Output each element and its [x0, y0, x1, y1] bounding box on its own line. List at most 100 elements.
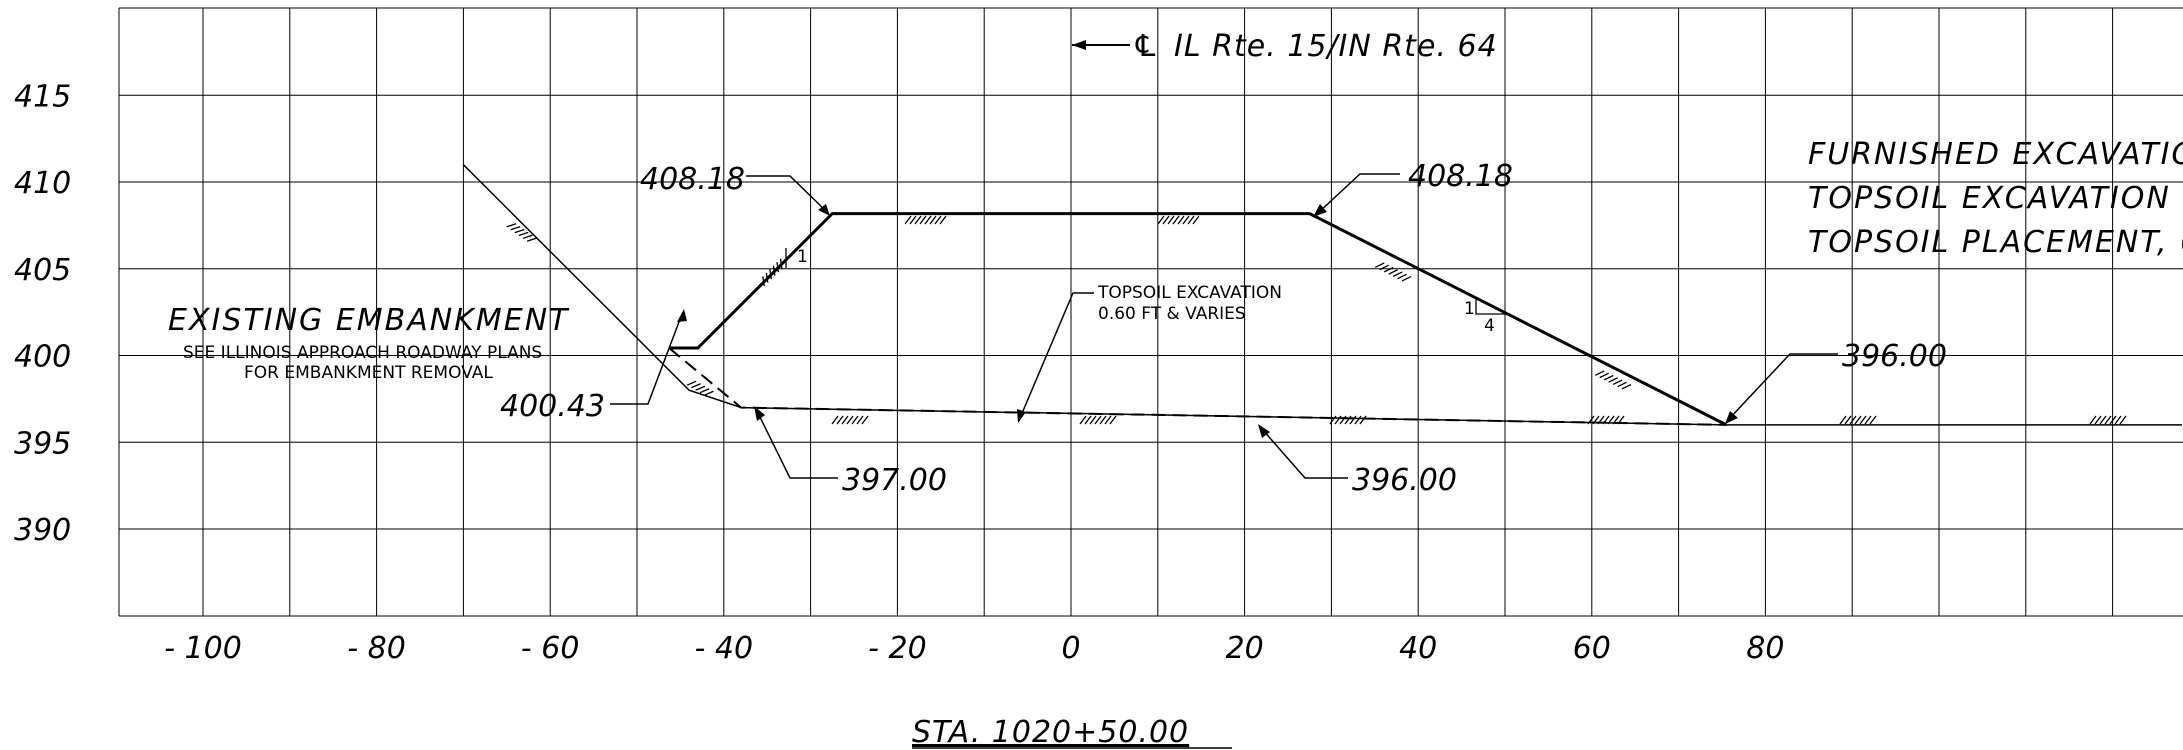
hatch-mark: [1864, 415, 1872, 425]
hatch-mark: [769, 269, 772, 280]
y-tick-label: 400: [14, 340, 71, 375]
hatch-mark: [1844, 415, 1852, 425]
x-tick-label: 0: [1061, 631, 1080, 666]
slope-left-rise: 1: [797, 247, 808, 267]
existing-embankment-note-2: FOR EMBANKMENT REMOVAL: [244, 363, 493, 383]
hatch-mark: [1597, 415, 1605, 425]
hatch-mark: [924, 215, 932, 225]
quantity-line-2: TOPSOIL EXCAVATION =: [1808, 181, 2183, 216]
existing-ground-line: [462, 164, 2182, 426]
hatch-mark: [695, 385, 706, 391]
hatch-mark: [1339, 415, 1347, 425]
topsoil-note-2: 0.60 FT & VARIES: [1098, 304, 1246, 324]
hatch-mark: [1608, 377, 1618, 383]
elev-callout-397: [754, 406, 838, 479]
elev-396-bottom: 396.00: [1352, 463, 1457, 498]
hatch-mark: [686, 380, 697, 386]
hatch-mark: [1104, 415, 1112, 425]
x-tick-label: - 100: [164, 631, 242, 666]
hatch-mark: [1392, 271, 1403, 278]
hatch-mark: [1089, 415, 1097, 425]
station-label: STA. 1020+50.00: [912, 715, 1189, 750]
hatch-mark: [914, 215, 922, 225]
hatch-mark: [1607, 415, 1615, 425]
elev-callout-top-left: [746, 175, 830, 216]
hatch-mark: [846, 415, 854, 425]
hatch-mark: [1612, 415, 1620, 425]
hatch-mark: [1349, 415, 1357, 425]
elev-top-left: 408.18: [640, 162, 745, 197]
x-tick-label: 40: [1399, 631, 1437, 666]
x-axis-labels: - 100 - 80 - 60 - 40 - 20 0 20 40 60 80: [164, 631, 1784, 666]
hatch-mark: [861, 415, 869, 425]
hatch-mark: [1109, 415, 1117, 425]
elev-callout-top-right: [1313, 173, 1400, 217]
hatch-mark: [929, 215, 937, 225]
hatch-mark: [919, 215, 927, 225]
hatch-mark: [934, 215, 942, 225]
ground-hatch-marks: [506, 215, 2127, 425]
hatch-mark: [1167, 215, 1175, 225]
quantity-line-3: TOPSOIL PLACEMENT, 6: [1808, 225, 2183, 260]
x-tick-label: 60: [1573, 631, 1611, 666]
elev-396-right: 396.00: [1842, 339, 1947, 374]
elev-toe-left: 400.43: [500, 389, 605, 424]
hatch-mark: [1344, 415, 1352, 425]
hatch-mark: [904, 215, 912, 225]
hatch-mark: [704, 390, 714, 396]
hatch-mark: [762, 276, 765, 287]
hatch-mark: [851, 415, 859, 425]
hatch-mark: [1869, 415, 1877, 425]
hatch-mark: [1617, 415, 1625, 425]
hatch-mark: [765, 272, 769, 283]
hatch-mark: [1354, 415, 1362, 425]
elev-callout-396-right: [1725, 353, 1838, 424]
slope-right-run: 4: [1484, 316, 1495, 336]
hatch-mark: [506, 223, 517, 228]
hatch-mark: [1162, 215, 1170, 225]
hatch-mark: [2119, 415, 2127, 425]
hatch-mark: [1094, 415, 1102, 425]
hatch-mark: [909, 215, 917, 225]
quantity-line-1: FURNISHED EXCAVATION: [1808, 137, 2183, 172]
hatch-mark: [2099, 415, 2107, 425]
slope-right-rise: 1: [1464, 299, 1475, 319]
existing-embankment-label: EXISTING EMBANKMENT: [168, 303, 570, 338]
hatch-mark: [699, 388, 710, 394]
hatch-mark: [1594, 370, 1605, 376]
hatch-mark: [779, 258, 783, 269]
hatch-mark: [522, 234, 533, 240]
topsoil-note-1: TOPSOIL EXCAVATION: [1097, 283, 1282, 303]
y-axis-labels: 415 410 405 400 395 390: [14, 79, 71, 548]
hatch-mark: [776, 262, 780, 273]
centerline-symbol: ℄: [1132, 29, 1160, 64]
hatch-mark: [2094, 415, 2102, 425]
hatch-mark: [1334, 415, 1342, 425]
hatch-mark: [1612, 379, 1623, 386]
hatch-mark: [1172, 215, 1180, 225]
hatch-mark: [1599, 372, 1609, 379]
hatch-mark: [1388, 269, 1398, 275]
topsoil-excavation-line: [668, 347, 1727, 426]
hatch-mark: [2089, 415, 2097, 425]
elev-callout-396-bottom: [1258, 424, 1348, 479]
hatch-mark: [939, 215, 947, 225]
hatch-mark: [2109, 415, 2117, 425]
x-tick-label: 20: [1226, 631, 1264, 666]
hatch-mark: [1329, 415, 1337, 425]
hatch-mark: [1192, 215, 1200, 225]
hatch-mark: [1099, 415, 1107, 425]
hatch-mark: [1177, 215, 1185, 225]
hatch-mark: [1383, 266, 1394, 273]
hatch-mark: [1849, 415, 1857, 425]
x-tick-label: - 60: [521, 631, 580, 666]
hatch-mark: [1379, 264, 1389, 271]
hatch-mark: [831, 415, 839, 425]
centerline-label: IL Rte. 15/IN Rte. 64: [1174, 29, 1498, 64]
hatch-mark: [1602, 415, 1610, 425]
hatch-mark: [1401, 275, 1412, 282]
hatch-mark: [1079, 415, 1087, 425]
hatch-mark: [1397, 273, 1407, 280]
hatch-mark: [1617, 381, 1627, 388]
elev-top-right: 408.18: [1408, 159, 1513, 194]
